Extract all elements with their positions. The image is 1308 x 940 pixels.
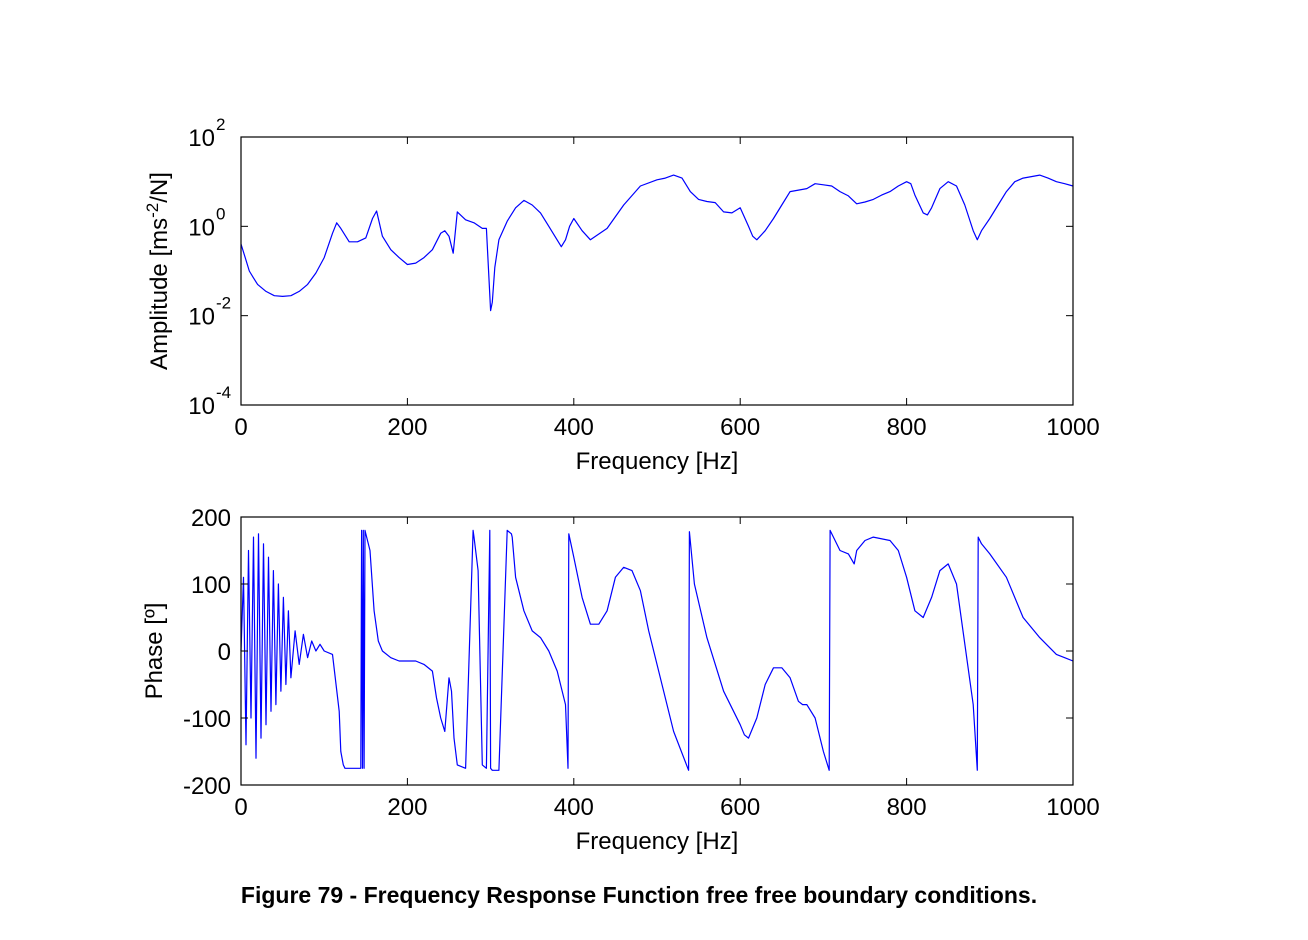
phase-x-tick-label-1: 200 xyxy=(387,794,427,821)
phase-series-line-0 xyxy=(240,529,1074,771)
amplitude-y-tick-exp-0: 2 xyxy=(216,115,225,134)
amplitude-y-tick-exp-1: 0 xyxy=(216,204,225,223)
phase-y-tick-label-4: -200 xyxy=(183,773,231,800)
phase-y-axis-label: Phase [º] xyxy=(141,603,168,700)
phase-x-axis-label: Frequency [Hz] xyxy=(576,828,739,855)
amplitude-y-axis-label: Amplitude [ms-2/N] xyxy=(143,172,173,370)
phase-y-tick-label-1: 100 xyxy=(191,572,231,599)
figure-caption: Figure 79 - Frequency Response Function … xyxy=(240,882,1038,908)
amplitude-y-tick-label-3: 10 xyxy=(188,393,215,420)
amplitude-y-tick-label-1: 10 xyxy=(188,214,215,241)
amplitude-y-tick-label-0: 10 xyxy=(188,125,215,152)
phase-axes-frame xyxy=(240,516,1074,786)
phase-y-tick-label-0: 200 xyxy=(191,505,231,532)
phase-x-tick-label-5: 1000 xyxy=(1046,794,1099,821)
amplitude-y-axis-label-main: Amplitude [ms xyxy=(146,218,173,370)
amplitude-y-tick-exp-2: -2 xyxy=(216,294,231,313)
phase-y-tick-label-2: 0 xyxy=(218,639,231,666)
phase-x-tick-label-0: 0 xyxy=(234,794,247,821)
phase-x-tick-label-2: 400 xyxy=(554,794,594,821)
phase-y-tick-label-3: -100 xyxy=(183,706,231,733)
amplitude-x-tick-label-5: 1000 xyxy=(1046,414,1099,441)
amplitude-axes-frame xyxy=(240,136,1074,406)
amplitude-y-tick-exp-3: -4 xyxy=(216,383,231,402)
amplitude-x-axis-label: Frequency [Hz] xyxy=(576,448,739,475)
phase-x-tick-label-4: 800 xyxy=(887,794,927,821)
amplitude-x-tick-label-4: 800 xyxy=(887,414,927,441)
amplitude-y-tick-label-2: 10 xyxy=(188,304,215,331)
amplitude-y-axis-label-sup: -2 xyxy=(143,203,162,218)
amplitude-x-tick-label-3: 600 xyxy=(720,414,760,441)
amplitude-y-axis-label-tail: /N] xyxy=(146,172,173,203)
amplitude-x-tick-label-1: 200 xyxy=(387,414,427,441)
amplitude-series-line-0 xyxy=(240,174,1074,312)
amplitude-x-tick-label-0: 0 xyxy=(234,414,247,441)
phase-plot: 0 200 400 600 800 10002001000-100-200Frequenc… xyxy=(141,505,1100,855)
amplitude-x-tick-label-2: 400 xyxy=(554,414,594,441)
phase-x-tick-label-3: 600 xyxy=(720,794,760,821)
amplitude-plot: 0 200 400 600 800 100010210010-210-4Frequency… xyxy=(143,115,1100,475)
